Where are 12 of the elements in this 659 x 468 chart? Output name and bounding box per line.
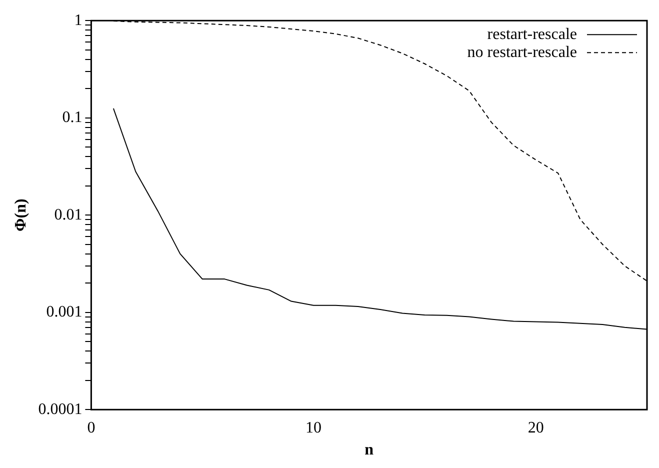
y-tick-label: 0.01 [54,206,82,224]
legend-label: restart-rescale [487,26,577,43]
x-tick-label: 20 [528,419,544,436]
y-tick-label: 1 [74,12,82,29]
y-tick-label: 0.0001 [38,400,82,418]
x-tick-label: 0 [87,419,96,436]
x-axis-title: n [364,442,374,459]
legend-label: no restart-rescale [467,44,577,61]
y-tick-label: 0.1 [62,109,82,126]
y-axis-title: Φ(n) [12,198,30,232]
x-tick-label: 10 [306,419,322,436]
y-tick-label: 0.001 [46,304,82,321]
